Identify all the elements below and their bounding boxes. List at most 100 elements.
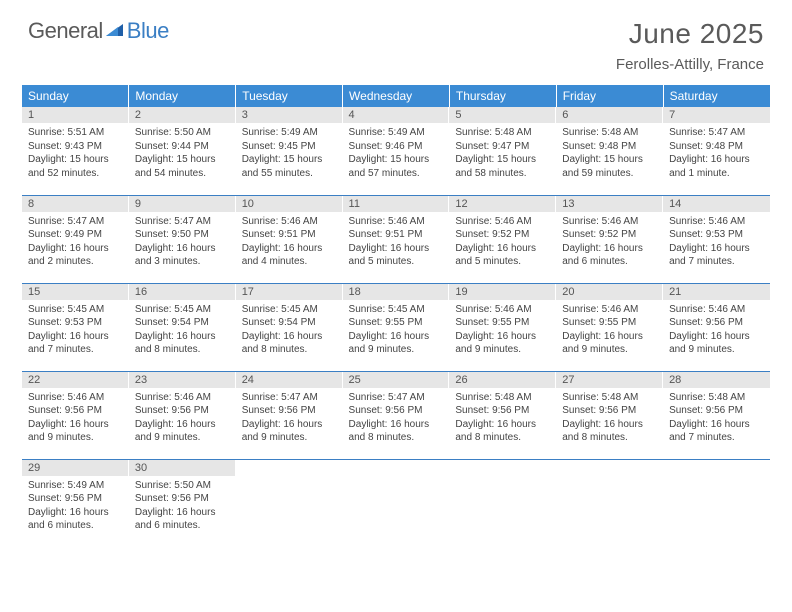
sunrise-line: Sunrise: 5:46 AM [455, 215, 550, 229]
sunset-line: Sunset: 9:56 PM [242, 404, 337, 418]
logo: General Blue [28, 18, 169, 44]
day-details: Sunrise: 5:48 AMSunset: 9:56 PMDaylight:… [449, 388, 556, 449]
sunrise-line: Sunrise: 5:46 AM [455, 303, 550, 317]
day-number: 26 [449, 372, 556, 388]
calendar-day-cell: 18Sunrise: 5:45 AMSunset: 9:55 PMDayligh… [343, 283, 450, 371]
calendar-day-cell: 4Sunrise: 5:49 AMSunset: 9:46 PMDaylight… [343, 107, 450, 195]
daylight-line: Daylight: 16 hours and 2 minutes. [28, 242, 123, 269]
day-number: 23 [129, 372, 236, 388]
day-details: Sunrise: 5:47 AMSunset: 9:49 PMDaylight:… [22, 212, 129, 273]
day-details: Sunrise: 5:46 AMSunset: 9:52 PMDaylight:… [556, 212, 663, 273]
daylight-line: Daylight: 15 hours and 55 minutes. [242, 153, 337, 180]
calendar-day-cell: 21Sunrise: 5:46 AMSunset: 9:56 PMDayligh… [663, 283, 770, 371]
daylight-line: Daylight: 16 hours and 9 minutes. [349, 330, 444, 357]
day-number: 7 [663, 107, 770, 123]
day-details: Sunrise: 5:46 AMSunset: 9:55 PMDaylight:… [556, 300, 663, 361]
calendar-day-cell: 28Sunrise: 5:48 AMSunset: 9:56 PMDayligh… [663, 371, 770, 459]
day-details: Sunrise: 5:51 AMSunset: 9:43 PMDaylight:… [22, 123, 129, 184]
daylight-line: Daylight: 16 hours and 4 minutes. [242, 242, 337, 269]
calendar-day-cell: 9Sunrise: 5:47 AMSunset: 9:50 PMDaylight… [129, 195, 236, 283]
calendar-week-row: 15Sunrise: 5:45 AMSunset: 9:53 PMDayligh… [22, 283, 770, 371]
sunrise-line: Sunrise: 5:47 AM [349, 391, 444, 405]
sunset-line: Sunset: 9:56 PM [135, 492, 230, 506]
sunset-line: Sunset: 9:43 PM [28, 140, 123, 154]
sunset-line: Sunset: 9:53 PM [28, 316, 123, 330]
weekday-sunday: Sunday [22, 85, 129, 107]
calendar-day-cell [663, 459, 770, 547]
day-number: 9 [129, 196, 236, 212]
calendar-day-cell: 20Sunrise: 5:46 AMSunset: 9:55 PMDayligh… [556, 283, 663, 371]
day-details: Sunrise: 5:46 AMSunset: 9:56 PMDaylight:… [663, 300, 770, 361]
sunset-line: Sunset: 9:56 PM [455, 404, 550, 418]
calendar-day-cell [556, 459, 663, 547]
daylight-line: Daylight: 16 hours and 9 minutes. [28, 418, 123, 445]
sunset-line: Sunset: 9:52 PM [562, 228, 657, 242]
daylight-line: Daylight: 16 hours and 1 minute. [669, 153, 764, 180]
calendar-day-cell: 26Sunrise: 5:48 AMSunset: 9:56 PMDayligh… [449, 371, 556, 459]
daylight-line: Daylight: 16 hours and 7 minutes. [669, 242, 764, 269]
sunrise-line: Sunrise: 5:51 AM [28, 126, 123, 140]
daylight-line: Daylight: 15 hours and 52 minutes. [28, 153, 123, 180]
sunset-line: Sunset: 9:56 PM [28, 404, 123, 418]
daylight-line: Daylight: 16 hours and 6 minutes. [135, 506, 230, 533]
day-number: 2 [129, 107, 236, 123]
day-details: Sunrise: 5:48 AMSunset: 9:56 PMDaylight:… [556, 388, 663, 449]
calendar-day-cell: 12Sunrise: 5:46 AMSunset: 9:52 PMDayligh… [449, 195, 556, 283]
calendar-day-cell [236, 459, 343, 547]
weekday-wednesday: Wednesday [343, 85, 450, 107]
daylight-line: Daylight: 16 hours and 5 minutes. [455, 242, 550, 269]
header: General Blue June 2025 Ferolles-Attilly,… [0, 0, 792, 77]
calendar-day-cell: 27Sunrise: 5:48 AMSunset: 9:56 PMDayligh… [556, 371, 663, 459]
day-number: 8 [22, 196, 129, 212]
calendar-day-cell: 19Sunrise: 5:46 AMSunset: 9:55 PMDayligh… [449, 283, 556, 371]
weekday-header-row: Sunday Monday Tuesday Wednesday Thursday… [22, 85, 770, 107]
daylight-line: Daylight: 16 hours and 7 minutes. [669, 418, 764, 445]
day-number: 5 [449, 107, 556, 123]
sunrise-line: Sunrise: 5:47 AM [28, 215, 123, 229]
sunrise-line: Sunrise: 5:50 AM [135, 479, 230, 493]
day-details: Sunrise: 5:45 AMSunset: 9:55 PMDaylight:… [343, 300, 450, 361]
calendar-day-cell: 14Sunrise: 5:46 AMSunset: 9:53 PMDayligh… [663, 195, 770, 283]
sunrise-line: Sunrise: 5:48 AM [669, 391, 764, 405]
day-number: 1 [22, 107, 129, 123]
day-details: Sunrise: 5:45 AMSunset: 9:54 PMDaylight:… [129, 300, 236, 361]
day-number: 10 [236, 196, 343, 212]
day-number: 14 [663, 196, 770, 212]
sunrise-line: Sunrise: 5:46 AM [349, 215, 444, 229]
sunset-line: Sunset: 9:51 PM [349, 228, 444, 242]
day-details: Sunrise: 5:50 AMSunset: 9:56 PMDaylight:… [129, 476, 236, 537]
day-details: Sunrise: 5:48 AMSunset: 9:56 PMDaylight:… [663, 388, 770, 449]
day-details: Sunrise: 5:47 AMSunset: 9:56 PMDaylight:… [343, 388, 450, 449]
day-number: 29 [22, 460, 129, 476]
sunrise-line: Sunrise: 5:48 AM [455, 126, 550, 140]
sunrise-line: Sunrise: 5:48 AM [455, 391, 550, 405]
sunset-line: Sunset: 9:54 PM [135, 316, 230, 330]
logo-triangle-icon [106, 18, 126, 44]
sunset-line: Sunset: 9:55 PM [562, 316, 657, 330]
day-number: 24 [236, 372, 343, 388]
sunset-line: Sunset: 9:48 PM [669, 140, 764, 154]
calendar-day-cell: 22Sunrise: 5:46 AMSunset: 9:56 PMDayligh… [22, 371, 129, 459]
daylight-line: Daylight: 15 hours and 59 minutes. [562, 153, 657, 180]
day-details: Sunrise: 5:45 AMSunset: 9:53 PMDaylight:… [22, 300, 129, 361]
sunset-line: Sunset: 9:54 PM [242, 316, 337, 330]
sunrise-line: Sunrise: 5:48 AM [562, 126, 657, 140]
daylight-line: Daylight: 16 hours and 9 minutes. [562, 330, 657, 357]
sunrise-line: Sunrise: 5:45 AM [28, 303, 123, 317]
sunset-line: Sunset: 9:51 PM [242, 228, 337, 242]
sunset-line: Sunset: 9:45 PM [242, 140, 337, 154]
day-details: Sunrise: 5:45 AMSunset: 9:54 PMDaylight:… [236, 300, 343, 361]
day-details: Sunrise: 5:46 AMSunset: 9:51 PMDaylight:… [343, 212, 450, 273]
day-number: 3 [236, 107, 343, 123]
calendar-day-cell: 1Sunrise: 5:51 AMSunset: 9:43 PMDaylight… [22, 107, 129, 195]
location-label: Ferolles-Attilly, France [616, 56, 764, 73]
day-number: 28 [663, 372, 770, 388]
calendar-day-cell: 8Sunrise: 5:47 AMSunset: 9:49 PMDaylight… [22, 195, 129, 283]
daylight-line: Daylight: 16 hours and 8 minutes. [242, 330, 337, 357]
daylight-line: Daylight: 16 hours and 6 minutes. [28, 506, 123, 533]
day-number: 19 [449, 284, 556, 300]
sunset-line: Sunset: 9:44 PM [135, 140, 230, 154]
daylight-line: Daylight: 16 hours and 6 minutes. [562, 242, 657, 269]
sunset-line: Sunset: 9:56 PM [562, 404, 657, 418]
sunrise-line: Sunrise: 5:48 AM [562, 391, 657, 405]
